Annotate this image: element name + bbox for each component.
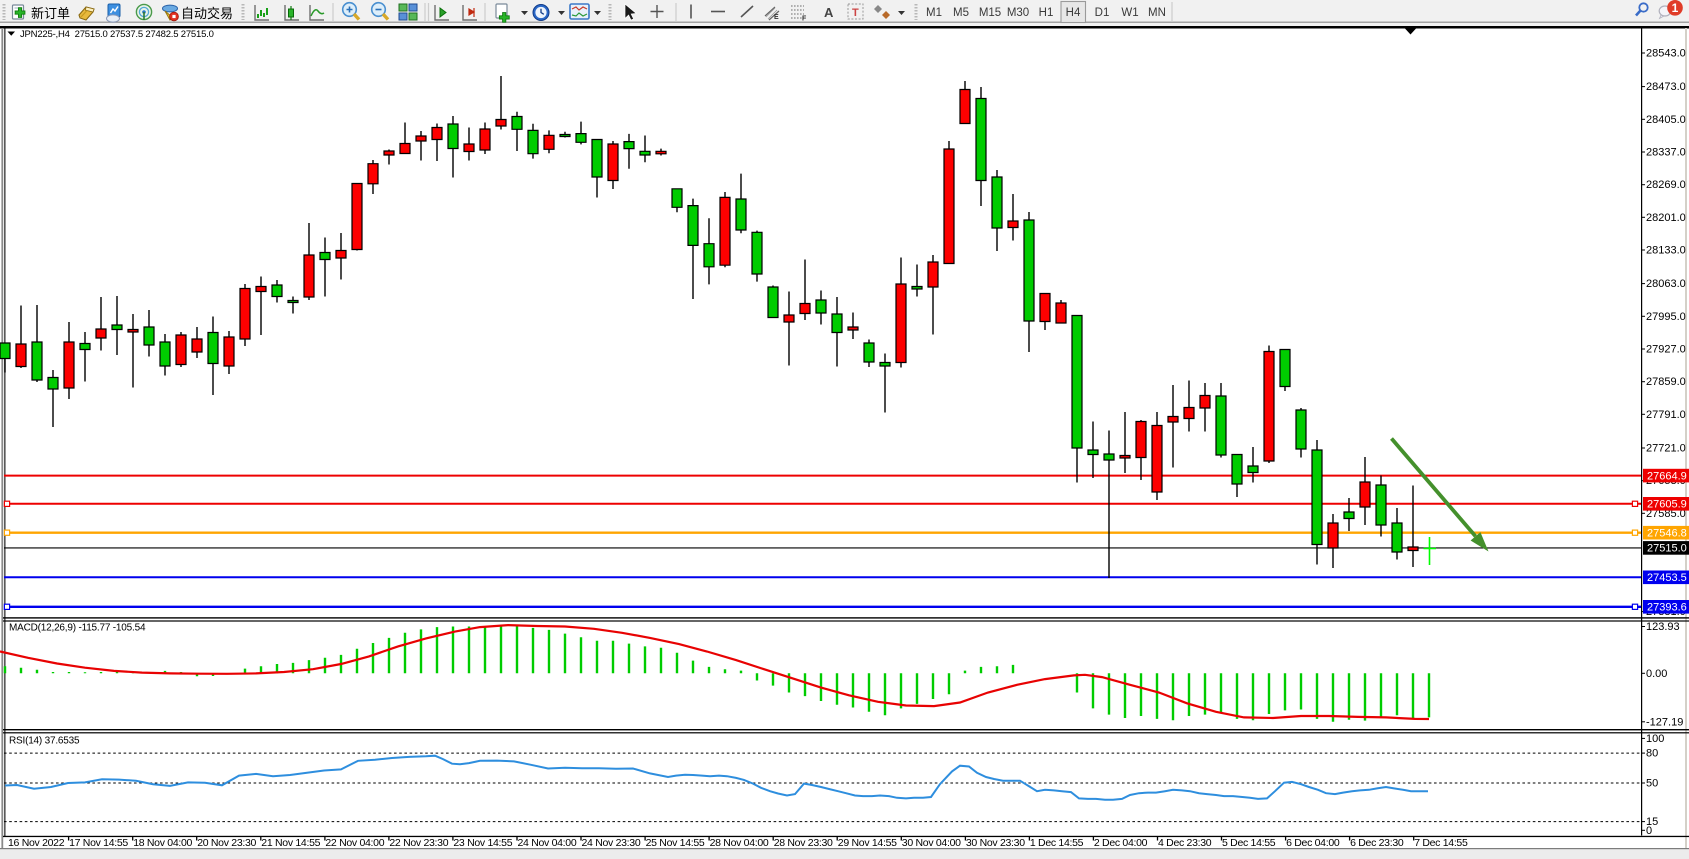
svg-text:24 Nov 04:00: 24 Nov 04:00 <box>518 837 577 849</box>
svg-text:A: A <box>824 5 834 20</box>
svg-text:F: F <box>802 16 807 23</box>
svg-text:27585.0: 27585.0 <box>1646 508 1686 520</box>
svg-text:新订单: 新订单 <box>31 6 70 21</box>
svg-text:28405.0: 28405.0 <box>1646 114 1686 126</box>
svg-text:T: T <box>852 7 859 19</box>
svg-text:28133.0: 28133.0 <box>1646 245 1686 257</box>
svg-text:M5: M5 <box>953 7 969 19</box>
svg-text:自动交易: 自动交易 <box>181 6 233 21</box>
svg-text:25 Nov 14:55: 25 Nov 14:55 <box>646 837 705 849</box>
svg-text:22 Nov 23:30: 22 Nov 23:30 <box>389 837 448 849</box>
svg-text:1 Dec 14:55: 1 Dec 14:55 <box>1030 837 1084 849</box>
svg-text:27605.9: 27605.9 <box>1647 499 1687 511</box>
svg-text:29 Nov 14:55: 29 Nov 14:55 <box>838 837 897 849</box>
svg-text:16 Nov 2022: 16 Nov 2022 <box>8 837 65 849</box>
svg-text:28543.0: 28543.0 <box>1646 48 1686 60</box>
svg-text:2 Dec 04:00: 2 Dec 04:00 <box>1094 837 1148 849</box>
svg-text:20 Nov 23:30: 20 Nov 23:30 <box>197 837 256 849</box>
svg-text:MACD(12,26,9) -115.77 -105.54: MACD(12,26,9) -115.77 -105.54 <box>9 623 146 634</box>
svg-text:M30: M30 <box>1007 7 1029 19</box>
svg-text:22 Nov 04:00: 22 Nov 04:00 <box>325 837 384 849</box>
svg-text:M15: M15 <box>979 7 1001 19</box>
svg-text:7 Dec 14:55: 7 Dec 14:55 <box>1414 837 1468 849</box>
svg-text:RSI(14) 37.6535: RSI(14) 37.6535 <box>9 736 80 747</box>
svg-text:6 Dec 23:30: 6 Dec 23:30 <box>1350 837 1404 849</box>
svg-text:30 Nov 23:30: 30 Nov 23:30 <box>966 837 1025 849</box>
svg-text:E: E <box>774 14 779 21</box>
svg-text:27927.0: 27927.0 <box>1646 344 1686 356</box>
svg-text:JPN225-,H4 27515.0 27537.5 27: JPN225-,H4 27515.0 27537.5 27482.5 27515… <box>20 29 214 40</box>
svg-text:D1: D1 <box>1095 7 1110 19</box>
svg-text:18 Nov 04:00: 18 Nov 04:00 <box>133 837 192 849</box>
svg-text:5 Dec 14:55: 5 Dec 14:55 <box>1222 837 1276 849</box>
svg-text:28473.0: 28473.0 <box>1646 81 1686 93</box>
svg-text:27515.0: 27515.0 <box>1647 543 1687 555</box>
svg-text:27995.0: 27995.0 <box>1646 311 1686 323</box>
svg-text:1: 1 <box>1672 1 1679 15</box>
svg-text:27546.8: 27546.8 <box>1647 528 1687 540</box>
svg-text:27859.0: 27859.0 <box>1646 376 1686 388</box>
svg-text:27393.6: 27393.6 <box>1647 602 1687 614</box>
svg-text:123.93: 123.93 <box>1646 621 1680 633</box>
svg-text:28337.0: 28337.0 <box>1646 147 1686 159</box>
svg-text:27453.5: 27453.5 <box>1647 572 1687 584</box>
svg-text:MN: MN <box>1148 7 1166 19</box>
svg-text:50: 50 <box>1646 778 1658 790</box>
svg-text:24 Nov 23:30: 24 Nov 23:30 <box>582 837 641 849</box>
svg-text:6 Dec 04:00: 6 Dec 04:00 <box>1286 837 1340 849</box>
svg-text:4 Dec 23:30: 4 Dec 23:30 <box>1158 837 1212 849</box>
svg-text:H1: H1 <box>1039 7 1054 19</box>
svg-text:28063.0: 28063.0 <box>1646 278 1686 290</box>
svg-text:23 Nov 14:55: 23 Nov 14:55 <box>453 837 512 849</box>
svg-text:28 Nov 23:30: 28 Nov 23:30 <box>774 837 833 849</box>
svg-text:80: 80 <box>1646 748 1658 760</box>
svg-text:27721.0: 27721.0 <box>1646 443 1686 455</box>
svg-text:27664.9: 27664.9 <box>1647 470 1687 482</box>
svg-text:W1: W1 <box>1121 7 1138 19</box>
svg-text:M1: M1 <box>926 7 942 19</box>
svg-text:28201.0: 28201.0 <box>1646 212 1686 224</box>
svg-text:H4: H4 <box>1066 7 1081 19</box>
svg-text:28269.0: 28269.0 <box>1646 179 1686 191</box>
svg-text:28 Nov 04:00: 28 Nov 04:00 <box>710 837 769 849</box>
svg-text:27791.0: 27791.0 <box>1646 409 1686 421</box>
svg-text:0.00: 0.00 <box>1646 668 1667 680</box>
svg-text:-127.19: -127.19 <box>1646 716 1683 728</box>
svg-text:17 Nov 14:55: 17 Nov 14:55 <box>69 837 128 849</box>
svg-text:30 Nov 04:00: 30 Nov 04:00 <box>902 837 961 849</box>
svg-text:21 Nov 14:55: 21 Nov 14:55 <box>261 837 320 849</box>
svg-text:100: 100 <box>1646 733 1664 745</box>
svg-text:15: 15 <box>1646 816 1658 828</box>
svg-text:0: 0 <box>1646 825 1652 837</box>
